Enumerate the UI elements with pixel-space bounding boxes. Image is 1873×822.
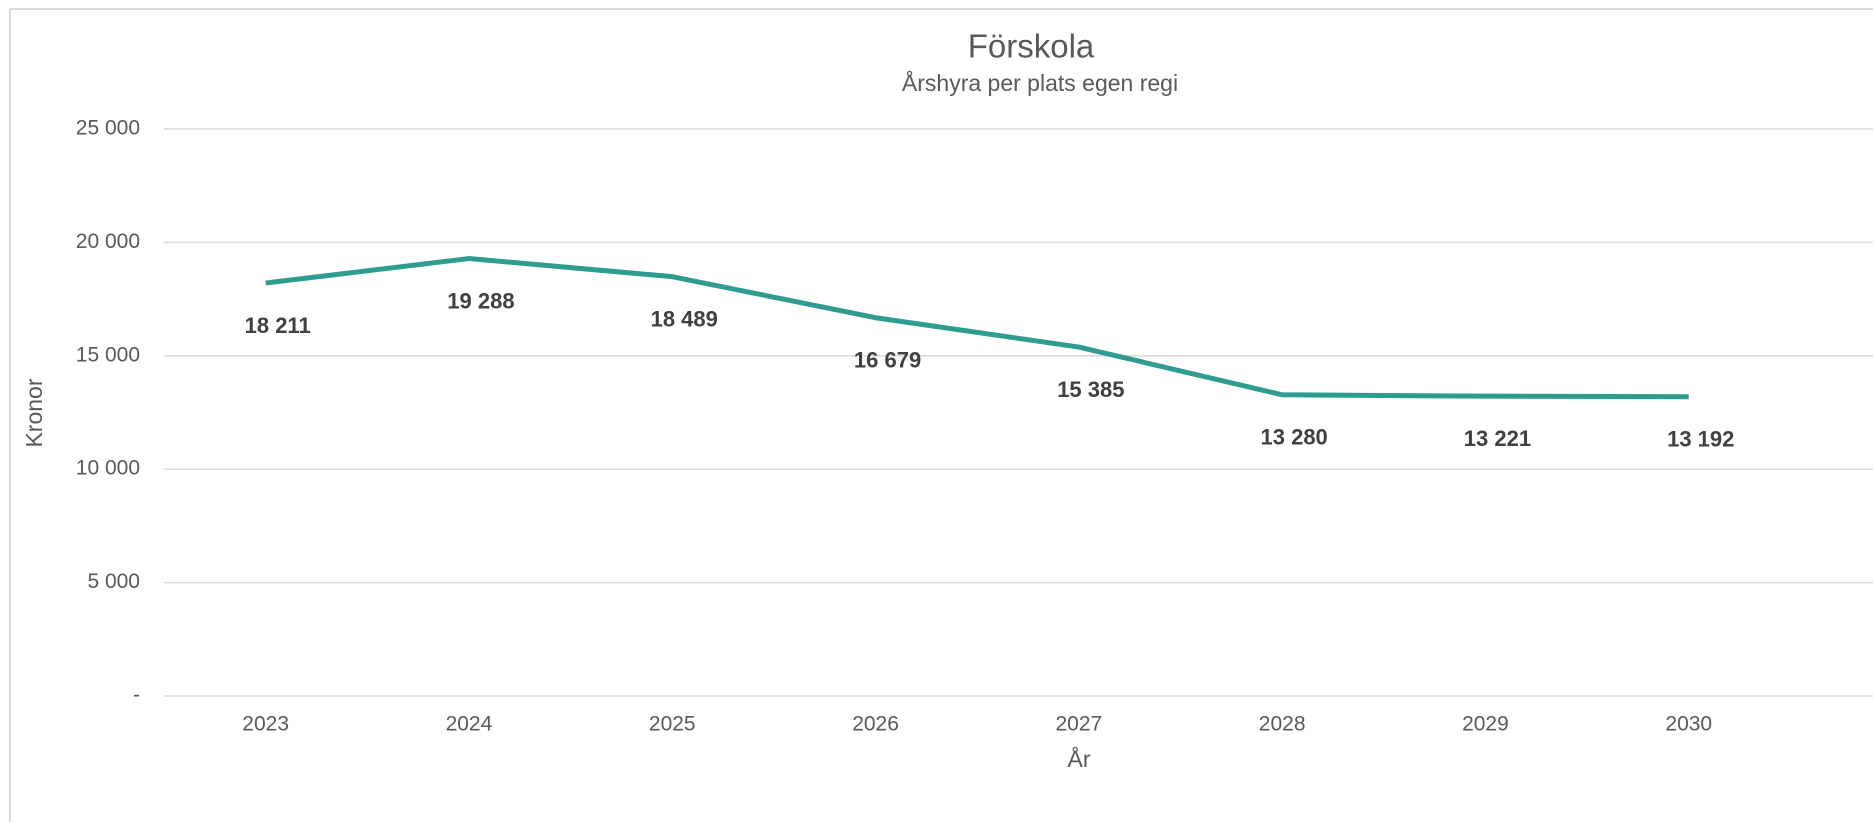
y-axis-title: Kronor (21, 378, 47, 447)
line-series (265, 256, 1689, 400)
x-axis-title: År (1068, 745, 1091, 772)
x-tick-label: 2027 (1055, 713, 1102, 736)
y-tick-label: 5 000 (87, 570, 140, 593)
y-tick-label: 25 000 (76, 117, 140, 140)
data-label: 13 280 (1261, 425, 1328, 450)
data-label: 15 385 (1057, 377, 1124, 402)
data-label: 18 211 (245, 313, 311, 338)
chart-title: Förskola (968, 28, 1095, 65)
x-tick-label: 2030 (1665, 713, 1712, 736)
x-tick-label: 2023 (242, 713, 289, 736)
y-tick-label: 20 000 (76, 230, 140, 253)
x-tick-label: 2028 (1259, 713, 1306, 736)
data-label: 16 679 (854, 348, 921, 373)
chart-subtitle: Årshyra per plats egen regi (902, 69, 1178, 96)
x-tick-label: 2025 (649, 713, 696, 736)
data-label: 19 288 (447, 288, 514, 313)
y-tick-label: 15 000 (76, 343, 140, 366)
data-label: 13 192 (1667, 427, 1734, 452)
y-tick-label: - (133, 684, 140, 707)
y-tick-label: 10 000 (76, 457, 140, 480)
x-tick-label: 2024 (446, 713, 493, 736)
x-tick-label: 2029 (1462, 713, 1509, 736)
data-label: 18 489 (651, 306, 718, 331)
x-tick-label: 2026 (852, 713, 899, 736)
data-label: 13 221 (1464, 426, 1531, 451)
